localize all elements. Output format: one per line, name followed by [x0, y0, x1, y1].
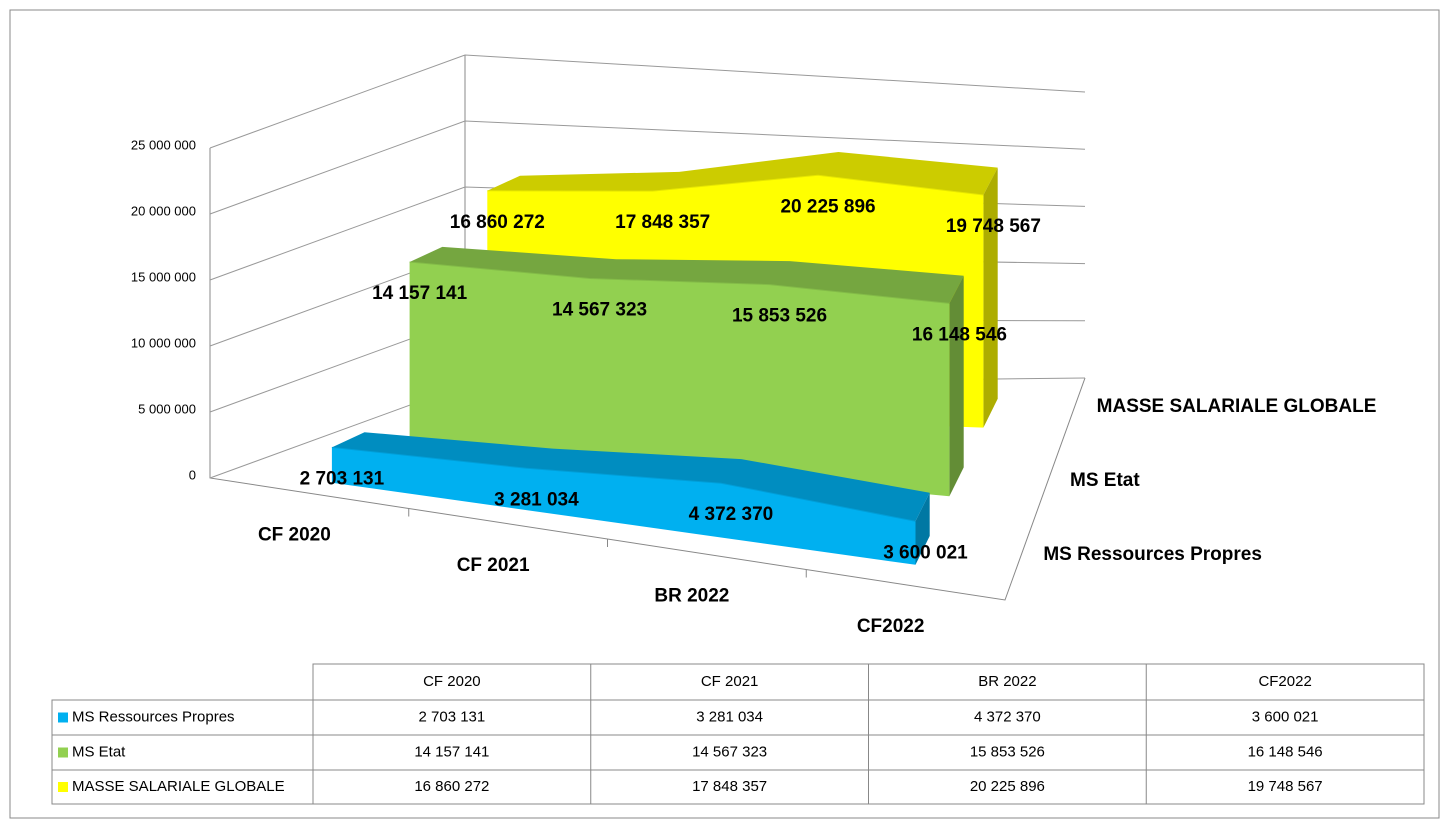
- depth-label: MS Etat: [1070, 470, 1140, 491]
- x-tick-label: CF 2020: [258, 524, 331, 545]
- table-cell: 16 148 546: [1248, 743, 1323, 760]
- table-cell: 15 853 526: [970, 743, 1045, 760]
- ribbon-front: [409, 262, 950, 497]
- x-tick-label: BR 2022: [654, 585, 729, 606]
- data-label: 16 148 546: [912, 324, 1007, 345]
- table-cell: 14 567 323: [692, 743, 767, 760]
- ribbon-side: [983, 167, 998, 428]
- data-label: 19 748 567: [946, 216, 1041, 237]
- table-header: CF2022: [1258, 673, 1311, 690]
- depth-label: MS Ressources Propres: [1043, 544, 1262, 565]
- legend-swatch: [58, 712, 68, 723]
- data-label: 3 600 021: [883, 542, 968, 563]
- ribbon-top: [487, 152, 998, 195]
- data-label: 3 281 034: [494, 489, 579, 510]
- y-tick-label: 0: [189, 467, 196, 482]
- data-label: 16 860 272: [450, 212, 545, 233]
- data-label: 15 853 526: [732, 306, 827, 327]
- grid-line: [209, 54, 1086, 149]
- table-header: CF 2020: [423, 673, 481, 690]
- data-label: 4 372 370: [689, 504, 774, 525]
- data-label: 14 567 323: [552, 300, 647, 321]
- legend-label: MS Ressources Propres: [72, 708, 235, 725]
- depth-label: MASSE SALARIALE GLOBALE: [1097, 396, 1377, 417]
- data-label: 20 225 896: [780, 196, 875, 217]
- table-header: CF 2021: [701, 673, 759, 690]
- table-cell: 14 157 141: [414, 743, 489, 760]
- ribbon-side: [949, 275, 964, 497]
- y-tick-label: 15 000 000: [131, 269, 196, 284]
- table-cell: 20 225 896: [970, 778, 1045, 795]
- table-cell: 16 860 272: [414, 778, 489, 795]
- x-tick-label: CF2022: [857, 616, 925, 637]
- series-line: [409, 261, 950, 304]
- series-line: [331, 446, 916, 522]
- y-tick-label: 10 000 000: [131, 335, 196, 350]
- y-tick-label: 25 000 000: [131, 137, 196, 152]
- grid-line: [209, 120, 1086, 215]
- table-header: BR 2022: [978, 673, 1036, 690]
- legend-swatch: [58, 747, 68, 758]
- ribbon-top: [331, 432, 930, 522]
- legend-label: MASSE SALARIALE GLOBALE: [72, 778, 285, 795]
- data-label: 14 157 141: [372, 283, 468, 304]
- table-cell: 3 600 021: [1252, 708, 1319, 725]
- legend-swatch: [58, 782, 68, 792]
- x-tick-label: CF 2021: [457, 555, 530, 576]
- data-label: 2 703 131: [300, 468, 385, 489]
- y-tick-label: 20 000 000: [131, 203, 196, 218]
- data-label: 17 848 357: [615, 212, 710, 233]
- table-cell: 2 703 131: [419, 708, 486, 725]
- table-cell: 17 848 357: [692, 778, 767, 795]
- ribbon-front: [331, 447, 916, 565]
- table-cell: 3 281 034: [696, 708, 763, 725]
- table-cell: 4 372 370: [974, 708, 1041, 725]
- table-cell: 19 748 567: [1248, 778, 1323, 795]
- y-tick-label: 5 000 000: [138, 401, 196, 416]
- ribbon-top: [409, 246, 964, 304]
- ribbon-side: [915, 492, 930, 565]
- legend-label: MS Etat: [72, 743, 126, 760]
- series-line: [487, 174, 984, 196]
